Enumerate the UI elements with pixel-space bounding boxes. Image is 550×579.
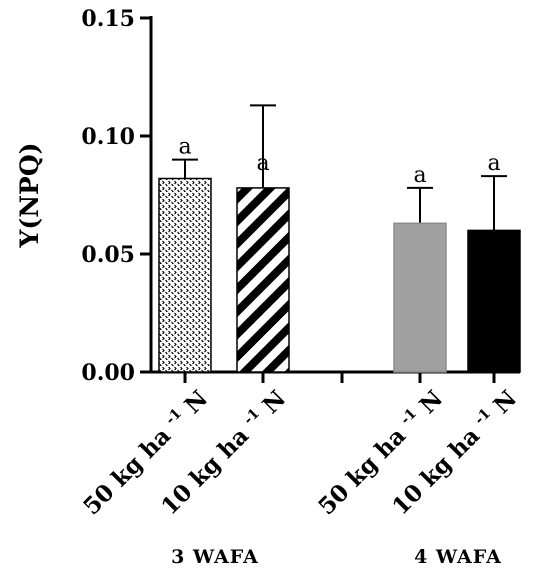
- y-tick-label: 0.05: [81, 242, 135, 268]
- category-label: 10 kg ha -1 N: [387, 385, 522, 520]
- bar: [393, 222, 447, 373]
- significance-letter: a: [487, 151, 500, 176]
- group-label: 4 WAFA: [414, 546, 502, 568]
- category-label: 50 kg ha -1 N: [313, 385, 448, 520]
- bar: [467, 229, 521, 373]
- significance-letter: a: [413, 163, 426, 188]
- significance-letter: a: [256, 151, 269, 176]
- bar: [158, 177, 212, 373]
- y-axis-title: Y(NPQ): [15, 143, 44, 249]
- y-tick-label: 0.00: [81, 360, 135, 386]
- y-tick-label: 0.15: [81, 6, 135, 32]
- significance-letter: a: [178, 135, 191, 160]
- group-label: 3 WAFA: [171, 546, 259, 568]
- y-tick-label: 0.10: [81, 124, 135, 150]
- bar: [236, 187, 290, 373]
